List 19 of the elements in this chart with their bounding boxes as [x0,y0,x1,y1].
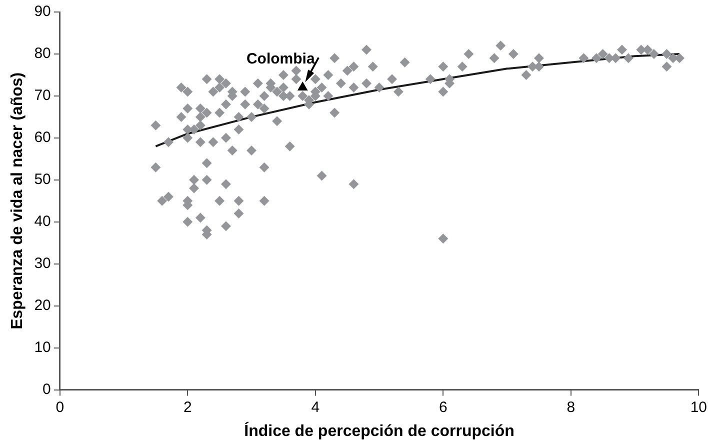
x-tick-label: 0 [56,398,64,416]
annotation: Colombia [246,50,316,68]
x-tick-label: 2 [183,398,192,416]
y-tick-label: 60 [34,129,51,146]
x-tick-label: 10 [690,398,707,416]
x-axis-title: Índice de percepción de corrupción [244,420,514,440]
x-tick-label: 4 [311,398,320,416]
x-tick-label: 6 [438,398,448,416]
y-tick-label: 10 [34,338,51,356]
y-tick-label: 50 [34,171,51,188]
y-tick-label: 0 [42,380,51,398]
y-axis-title: Esperanza de vida al nacer (años) [9,72,26,330]
y-tick-label: 30 [34,255,51,272]
x-tick-label: 8 [566,398,576,416]
y-tick-label: 90 [34,3,51,20]
y-tick-label: 70 [34,87,51,104]
y-tick-label: 20 [34,296,51,314]
y-tick-label: 40 [34,213,51,230]
y-tick-label: 80 [34,45,51,62]
